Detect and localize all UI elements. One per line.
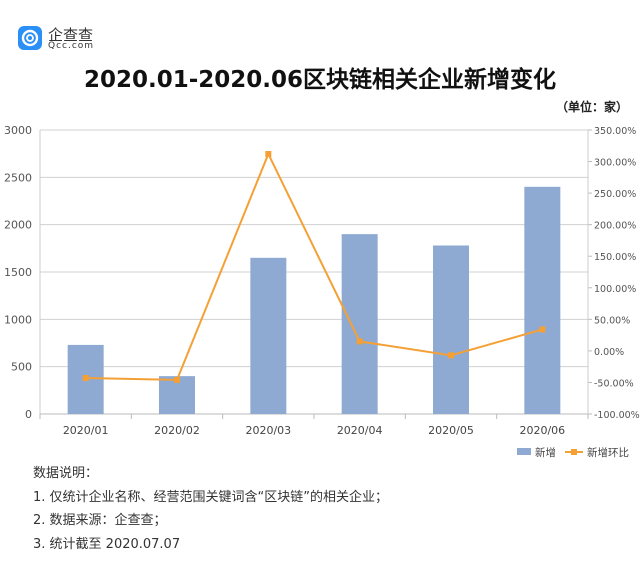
y2-tick-label: 350.00%	[594, 126, 636, 137]
line-point	[448, 352, 454, 359]
note-item: 2. 数据来源：企查查；	[33, 513, 167, 528]
y2-tick-label: -50.00%	[594, 378, 634, 389]
line-point	[539, 326, 546, 333]
bar	[433, 245, 469, 414]
x-tick-label: 2020/06	[519, 424, 565, 437]
note-item: 1. 仅统计企业名称、经营范围关键词含“区块链”的相关企业；	[33, 489, 389, 505]
y-tick-label: 2500	[4, 171, 32, 184]
line-series	[85, 151, 543, 381]
notes: 数据说明： 1. 仅统计企业名称、经营范围关键词含“区块链”的相关企业； 2. …	[33, 462, 388, 556]
y-tick-label: 1000	[4, 313, 32, 326]
y2-tick-label: 200.00%	[594, 221, 636, 232]
line-point	[265, 150, 272, 157]
line-point	[82, 375, 89, 382]
legend-swatch-bar	[517, 448, 531, 455]
x-tick-label: 2020/04	[337, 424, 383, 437]
legend-label: 新增环比	[587, 446, 629, 459]
bar	[524, 186, 561, 414]
note-item: 3. 统计截至 2020.07.07	[33, 536, 181, 552]
logo-domain: Qcc.com	[48, 41, 95, 51]
line-point	[174, 376, 180, 383]
notes-heading: 数据说明：	[33, 466, 99, 481]
chart-title: 2020.01-2020.06区块链相关企业新增变化	[83, 67, 557, 93]
y2-tick-label: 100.00%	[594, 284, 636, 295]
y-tick-label: 2000	[4, 219, 32, 232]
line-point	[356, 338, 363, 345]
chart-svg: 0 500 1000 1500 2000 2500 3000 -100.00% -50.00% 0…	[4, 124, 640, 459]
legend-label: 新增	[535, 446, 556, 459]
x-tick-label: 2020/03	[245, 424, 291, 437]
y-tick-label: 1500	[4, 266, 32, 279]
bar	[250, 257, 287, 414]
y2-tick-label: 50.00%	[594, 315, 630, 326]
bar	[341, 234, 378, 414]
y-tick-label: 3000	[4, 124, 32, 137]
y2-tick-label: 150.00%	[594, 252, 636, 263]
x-tick-label: 2020/05	[428, 424, 474, 437]
qcc-logo-icon	[18, 26, 42, 50]
y2-tick-label: 0.00%	[594, 347, 624, 358]
y2-tick-label: -100.00%	[594, 410, 640, 421]
legend-swatch-marker	[571, 449, 577, 455]
y2-tick-label: 250.00%	[594, 189, 636, 200]
logo-name: 企查查	[48, 26, 94, 44]
unit-label: （单位：家）	[555, 100, 628, 114]
y-tick-label: 0	[25, 408, 32, 421]
x-tick-label: 2020/02	[154, 424, 200, 437]
x-tick-label: 2020/01	[63, 424, 109, 437]
y-tick-label: 500	[11, 361, 32, 374]
y2-tick-label: 300.00%	[594, 158, 636, 169]
